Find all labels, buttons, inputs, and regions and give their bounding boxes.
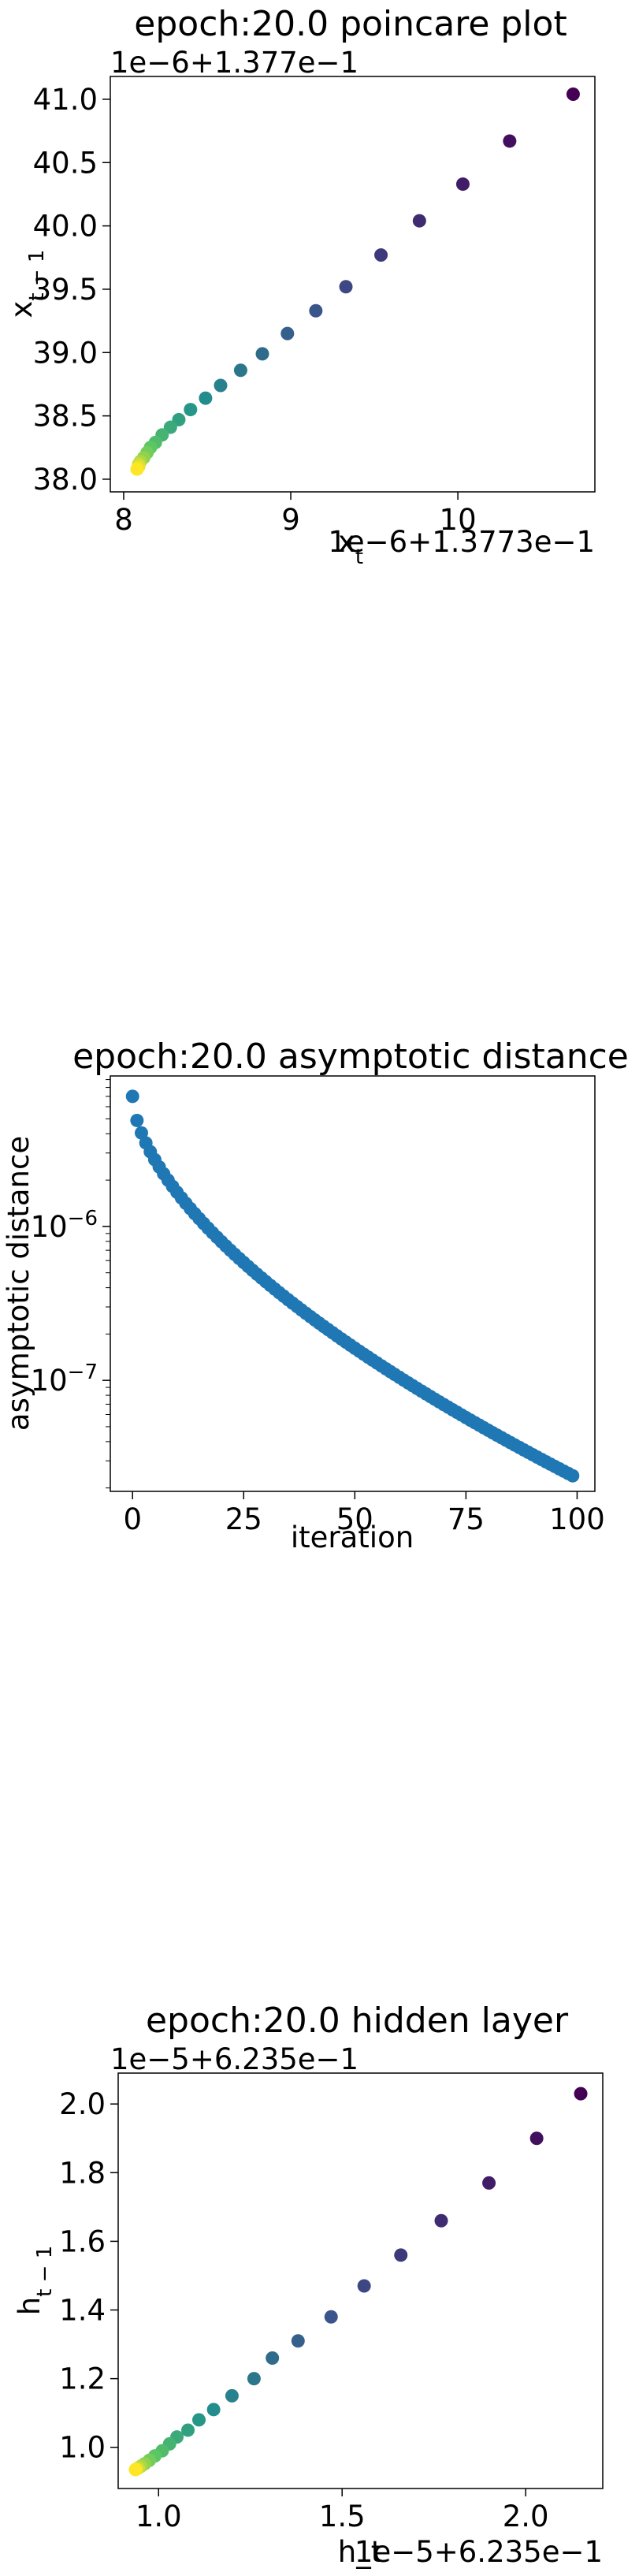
y-tick-label: 2.0 <box>59 2087 106 2121</box>
y-tick-label: 1.0 <box>59 2431 106 2465</box>
y-tick-label: 1.6 <box>59 2224 106 2258</box>
x-tick-label: 50 <box>336 1502 373 1536</box>
scatter-point <box>566 1469 580 1483</box>
x-tick-label: 25 <box>225 1502 262 1536</box>
x-offset-text: 1e−5+6.235e−1 <box>355 2535 603 2569</box>
y-tick-label: 39.0 <box>33 336 98 370</box>
y-axis-label: ht − 1 <box>13 2246 57 2316</box>
x-tick-label: 2.0 <box>503 2500 549 2533</box>
scatter-point <box>503 134 517 148</box>
scatter-point <box>280 326 295 341</box>
scatter-point <box>233 363 247 378</box>
scatter-point <box>192 2413 206 2427</box>
scatter-point <box>255 347 269 361</box>
scatter-point <box>339 280 353 294</box>
y-offset-text: 1e−5+6.235e−1 <box>110 2042 359 2076</box>
x-tick-label: 100 <box>549 1502 605 1536</box>
y-tick-label: 40.0 <box>33 210 98 244</box>
scatter-point <box>134 1126 148 1140</box>
y-tick-label: 1.8 <box>59 2156 106 2190</box>
scatter-point <box>206 2403 221 2417</box>
scatter-point <box>291 2334 305 2348</box>
x-tick-label: 0 <box>123 1502 142 1536</box>
y-tick-label: 1.2 <box>59 2362 106 2396</box>
plot-area <box>117 2072 604 2489</box>
poincare-plot-chart: epoch:20.0 poincare plot 1e−6+1.377e−1 8… <box>5 4 596 569</box>
y-axis-label: xt − 1 <box>5 250 49 318</box>
scatter-point <box>130 1113 144 1127</box>
scatter-point <box>309 303 323 318</box>
x-tick-label: 1.0 <box>136 2500 182 2533</box>
scatter-point <box>199 391 213 405</box>
chart-title: epoch:20.0 poincare plot <box>134 4 567 44</box>
x-tick-label: 8 <box>114 503 133 537</box>
scatter-point <box>529 2131 544 2146</box>
scatter-point <box>434 2213 448 2228</box>
y-tick-label: 39.5 <box>33 273 98 307</box>
scatter-point <box>125 1089 139 1104</box>
scatter-point <box>266 2351 280 2365</box>
scatter-point <box>482 2176 496 2190</box>
scatter-point <box>128 2462 143 2477</box>
x-tick-label: 10 <box>440 503 477 537</box>
y-tick-label: 1.4 <box>59 2294 106 2328</box>
x-tick-label: 75 <box>448 1502 485 1536</box>
y-tick-label: 10−7 <box>31 1361 98 1398</box>
x-tick-label: 1.5 <box>319 2500 366 2533</box>
chart-title: epoch:20.0 asymptotic distance <box>72 1037 629 1077</box>
hidden-layer-chart: epoch:20.0 hidden layer 1e−5+6.235e−1 1.… <box>13 2001 604 2569</box>
y-tick-label: 40.5 <box>33 146 98 180</box>
scatter-point <box>130 462 144 476</box>
scatter-point <box>374 248 388 262</box>
y-tick-label: 10−6 <box>31 1207 98 1244</box>
y-tick-label: 38.0 <box>33 463 98 497</box>
x-axis-label: h_t <box>338 2535 382 2569</box>
y-tick-label: 38.5 <box>33 400 98 434</box>
y-tick-label: 41.0 <box>33 83 98 117</box>
scatter-point <box>247 2372 261 2386</box>
scatter-point <box>324 2310 338 2324</box>
scatter-point <box>181 2423 195 2437</box>
y-axis-label: asymptotic distance <box>2 1136 35 1431</box>
scatter-point <box>412 214 426 228</box>
scatter-point <box>357 2279 371 2293</box>
x-axis-label: iteration <box>291 1521 414 1554</box>
scatter-point <box>214 378 228 393</box>
x-offset-text: 1e−6+1.3773e−1 <box>328 525 595 559</box>
scatter-point <box>574 2086 588 2101</box>
y-offset-text: 1e−6+1.377e−1 <box>110 46 359 80</box>
scatter-point <box>394 2248 408 2262</box>
x-tick-label: 9 <box>281 503 300 537</box>
chart-title: epoch:20.0 hidden layer <box>146 2001 569 2041</box>
scatter-point <box>566 87 580 101</box>
plot-area <box>110 76 596 493</box>
scatter-point <box>225 2388 239 2403</box>
plot-area <box>110 1075 596 1492</box>
scatter-point <box>455 177 470 192</box>
scatter-point <box>184 403 198 417</box>
asymptotic-distance-chart: epoch:20.0 asymptotic distance 0 25 50 75 10… <box>2 1037 629 1554</box>
